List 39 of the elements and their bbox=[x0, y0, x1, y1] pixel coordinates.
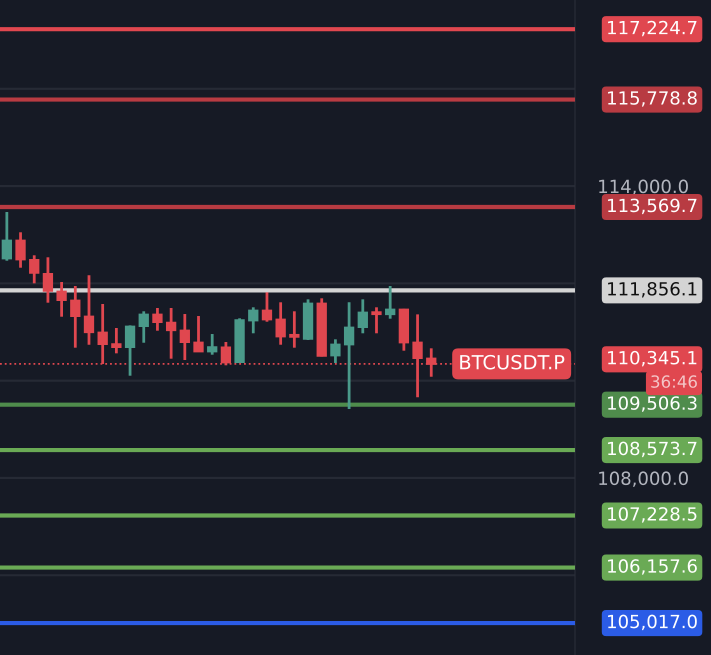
candlestick bbox=[166, 306, 176, 360]
candlestick bbox=[289, 310, 300, 350]
candlestick bbox=[207, 332, 218, 356]
candlestick bbox=[84, 274, 94, 346]
text: 36:46 bbox=[651, 375, 697, 388]
candlestick bbox=[111, 326, 122, 355]
candlestick bbox=[344, 300, 354, 410]
y-tick-label: 108,000.0 bbox=[599, 471, 688, 487]
ref-line-label: 109,506.3 bbox=[608, 396, 697, 412]
candlestick bbox=[15, 230, 26, 270]
annotation: BTCUSDT.P bbox=[460, 354, 564, 370]
candlestick bbox=[29, 254, 40, 285]
ref-line-label: 115,778.8 bbox=[608, 91, 697, 107]
ref-line-label: 110,345.1 bbox=[608, 350, 696, 366]
candlestick bbox=[412, 312, 423, 399]
candlestick bbox=[358, 298, 368, 335]
candlestick bbox=[276, 300, 286, 346]
ref-line-label: 108,573.7 bbox=[608, 442, 696, 458]
ref-line-label: 117,224.7 bbox=[608, 20, 696, 36]
ref-line-label: 106,157.6 bbox=[608, 559, 697, 575]
candlestick bbox=[138, 310, 149, 344]
candlestick bbox=[2, 210, 12, 262]
candlestick bbox=[193, 314, 204, 353]
candlestick bbox=[385, 284, 396, 320]
candlestick bbox=[371, 306, 382, 335]
ref-line-label: 113,569.7 bbox=[608, 198, 696, 214]
candlestick bbox=[42, 256, 54, 304]
candlestick bbox=[330, 338, 341, 364]
y-tick-label: 114,000.0 bbox=[599, 180, 688, 196]
candlestick bbox=[180, 312, 190, 362]
candlestick bbox=[70, 284, 80, 350]
candlestick bbox=[56, 280, 67, 318]
ref-line-label: 111,856.1 bbox=[608, 282, 696, 298]
candlestick bbox=[248, 306, 258, 335]
candlestick bbox=[262, 290, 272, 324]
ref-line-label: 105,017.0 bbox=[608, 614, 697, 630]
candlestick bbox=[124, 324, 136, 378]
ref-line-label: 107,228.5 bbox=[608, 507, 696, 523]
candlestick bbox=[152, 306, 163, 332]
